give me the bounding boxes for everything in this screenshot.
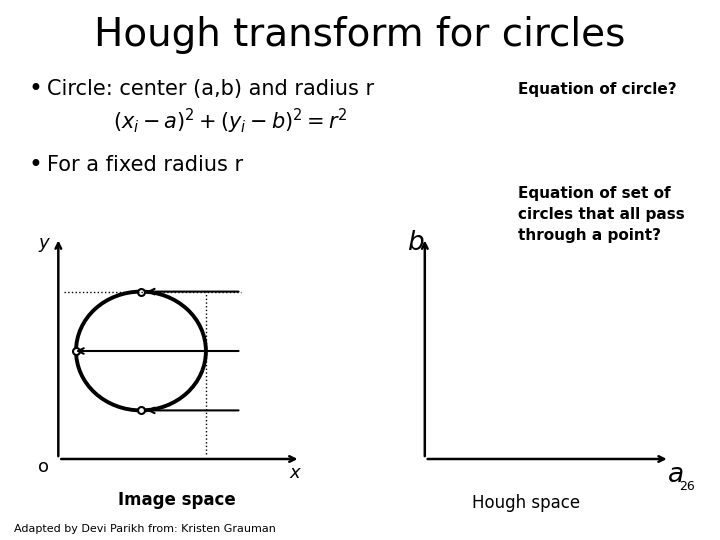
Text: $(x_i - a)^2 + (y_i - b)^2 = r^2$: $(x_i - a)^2 + (y_i - b)^2 = r^2$ (113, 107, 348, 136)
Text: •: • (29, 153, 42, 177)
Text: Equation of set of
circles that all pass
through a point?: Equation of set of circles that all pass… (518, 186, 685, 244)
Text: Hough space: Hough space (472, 494, 580, 512)
Text: For a fixed radius r: For a fixed radius r (47, 154, 243, 175)
Text: o: o (38, 458, 49, 476)
Text: Adapted by Devi Parikh from: Kristen Grauman: Adapted by Devi Parikh from: Kristen Gra… (14, 523, 276, 534)
Text: •: • (29, 77, 42, 101)
Text: $a$: $a$ (667, 462, 683, 488)
Text: x: x (289, 463, 300, 482)
Text: Hough transform for circles: Hough transform for circles (94, 16, 626, 54)
Text: $b$: $b$ (408, 230, 425, 256)
Text: Equation of circle?: Equation of circle? (518, 82, 677, 97)
Text: 26: 26 (679, 480, 695, 492)
Text: Circle: center (a,b) and radius r: Circle: center (a,b) and radius r (47, 79, 374, 99)
Text: Image space: Image space (117, 491, 235, 509)
Text: y: y (38, 234, 49, 252)
